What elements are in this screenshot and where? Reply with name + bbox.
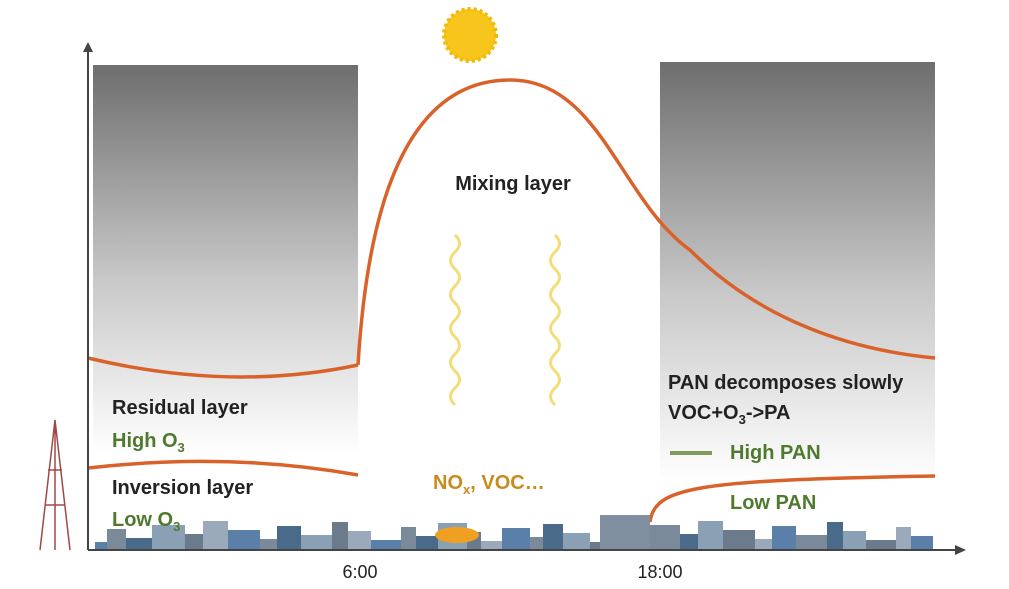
sun: [444, 9, 496, 61]
building: [827, 522, 843, 550]
building: [563, 533, 590, 550]
building: [866, 540, 896, 550]
building: [647, 525, 680, 550]
building: [600, 515, 650, 550]
building: [126, 538, 152, 550]
building: [843, 531, 866, 550]
label-text: Low O: [112, 509, 173, 531]
car: [435, 527, 479, 543]
building: [502, 528, 530, 550]
label-text: High O: [112, 430, 178, 452]
label: Low O3: [112, 509, 180, 534]
label: High O3: [112, 430, 185, 455]
building: [332, 522, 348, 550]
label: High PAN: [730, 442, 821, 464]
building: [698, 521, 723, 550]
x-arrow: [955, 545, 966, 555]
label: Residual layer: [112, 397, 248, 419]
building: [416, 536, 438, 550]
building: [772, 526, 796, 550]
tower: [40, 420, 70, 550]
building: [530, 537, 543, 550]
building: [203, 521, 228, 550]
building: [277, 526, 301, 550]
building: [185, 534, 203, 550]
subscript: 3: [173, 519, 180, 534]
label-text: VOC+O: [668, 402, 739, 424]
label: Mixing layer: [455, 173, 571, 195]
building: [543, 524, 563, 550]
building: [911, 536, 933, 550]
label: VOC+O3->PA: [668, 402, 790, 427]
building: [680, 534, 698, 550]
label: Low PAN: [730, 492, 816, 514]
page: Mixing layer Residual layer High O3 Inve…: [0, 0, 1009, 589]
building: [228, 530, 260, 550]
diagram: Mixing layer Residual layer High O3 Inve…: [0, 0, 1009, 584]
time-label: 18:00: [637, 562, 682, 582]
time-label: 6:00: [342, 562, 377, 582]
building: [348, 531, 371, 550]
label-text: ->PA: [746, 402, 791, 424]
building: [95, 542, 107, 550]
building: [755, 539, 772, 550]
building: [301, 535, 332, 550]
building: [260, 539, 277, 550]
label: NOx, VOC…: [433, 472, 545, 497]
inversion-top: [88, 461, 358, 475]
y-arrow: [83, 42, 93, 52]
building: [107, 529, 126, 550]
building: [401, 527, 416, 550]
subscript: 3: [739, 412, 746, 427]
building: [481, 541, 502, 550]
building: [723, 530, 755, 550]
label: PAN decomposes slowly: [668, 372, 904, 394]
label: Inversion layer: [112, 477, 253, 499]
building: [796, 535, 827, 550]
building: [896, 527, 911, 550]
building: [371, 540, 401, 550]
label-text: , VOC…: [470, 472, 544, 494]
label-text: NO: [433, 472, 463, 494]
subscript: 3: [178, 440, 185, 455]
